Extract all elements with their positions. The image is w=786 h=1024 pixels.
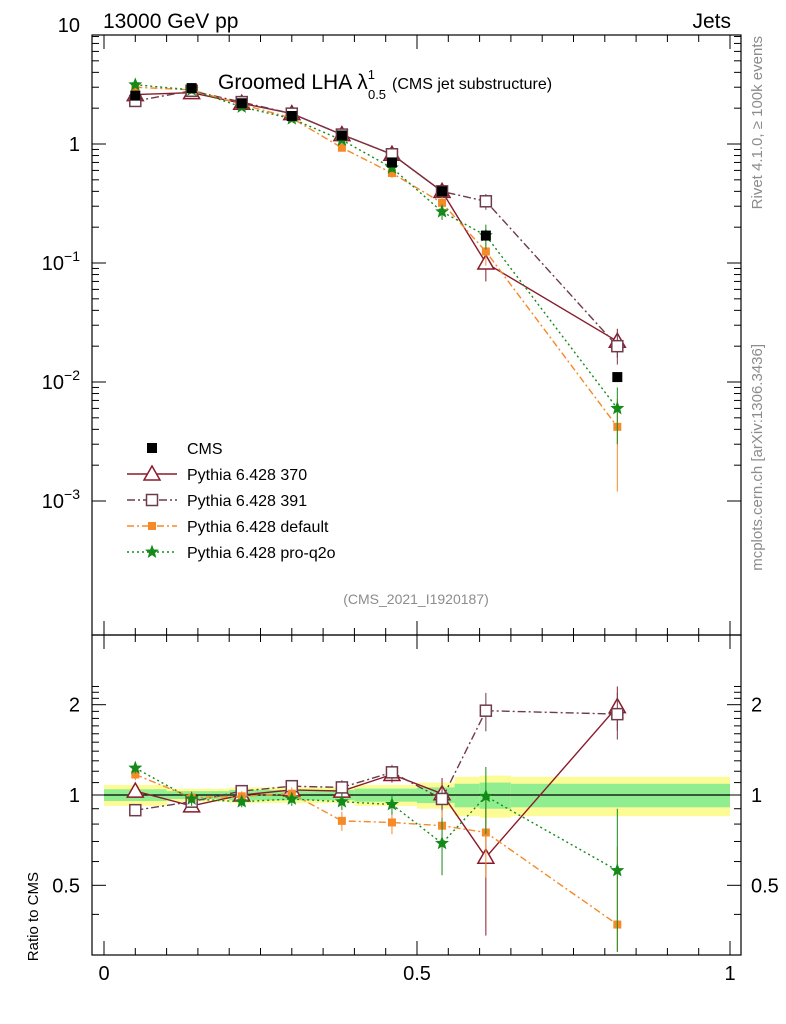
series-point — [610, 401, 625, 415]
cms-data-point — [437, 186, 448, 197]
series-3-main — [128, 77, 625, 445]
ratio-point — [334, 794, 349, 808]
main-y-tick-label: 10−1 — [42, 248, 80, 275]
ratio-point — [478, 788, 493, 803]
ratio-point — [126, 781, 145, 798]
series-point — [611, 339, 624, 353]
ratio-point — [337, 816, 346, 825]
chart-title-sub: 0.5 — [368, 87, 386, 102]
ratio-point — [184, 791, 199, 805]
ratio-y-tick-label-left: 1 — [69, 785, 80, 807]
cms-data-point — [286, 110, 297, 121]
legend-label-2: Pythia 6.428 default — [187, 519, 329, 536]
ratio-point — [128, 760, 143, 774]
cms-data-point — [336, 130, 347, 141]
mcplots-label: mcplots.cern.ch [arXiv:1306.3436] — [749, 344, 766, 571]
series-line — [135, 84, 618, 409]
legend: CMS Pythia 6.428 370 Pythia 6.428 391 Pythi… — [127, 441, 336, 562]
ratio-point — [610, 863, 625, 877]
x-tick-label: 0 — [98, 963, 109, 985]
series-point — [435, 204, 449, 218]
series-point — [387, 169, 396, 178]
legend-label-0: Pythia 6.428 370 — [187, 467, 307, 484]
ratio-point — [129, 803, 142, 817]
series-line — [135, 90, 618, 347]
ratio-point — [611, 707, 624, 721]
main-y-tick-label: 10−2 — [42, 367, 80, 394]
chart-title-suffix: (CMS jet substructure) — [392, 76, 552, 93]
analysis-id-label: (CMS_2021_I1920187) — [343, 591, 489, 607]
ratio-y-tick-label-right: 2 — [751, 695, 762, 717]
series-point — [481, 247, 490, 256]
ratio-line — [134, 767, 618, 872]
ratio-y-tick-label-right: 0.5 — [751, 875, 779, 897]
x-tick-label: 0.5 — [403, 963, 431, 985]
cms-data-point — [130, 90, 141, 101]
series-point — [128, 77, 143, 91]
legend-marker-cms — [147, 443, 157, 453]
ratio-ylabel: Ratio to CMS — [25, 872, 42, 961]
process-label: Jets — [692, 10, 731, 33]
main-y-tick-label: 1 — [69, 134, 80, 156]
cms-data-point — [186, 83, 197, 94]
series-2-main — [131, 83, 622, 492]
ratio-y-tick-label-left: 2 — [69, 695, 80, 717]
main-panel: 10 1 10−1 10−2 10−3 — [42, 15, 742, 636]
cms-data-point — [236, 98, 247, 109]
x-tick-label: 1 — [724, 963, 735, 985]
series-0-main — [126, 83, 627, 358]
energy-label: 13000 GeV pp — [103, 10, 238, 33]
cms-data-point — [612, 372, 623, 383]
chart-title: Groomed LHA λ1 0.5 (CMS jet substructure) — [218, 67, 552, 102]
series-point — [438, 198, 447, 207]
series-line — [135, 86, 618, 428]
ratio-point — [385, 797, 399, 811]
series-3-ratio — [128, 760, 625, 952]
ratio-point — [479, 704, 493, 717]
ratio-point — [435, 835, 449, 850]
cms-data-point — [386, 157, 397, 168]
ratio-point — [385, 766, 399, 779]
legend-label-1: Pythia 6.428 391 — [187, 493, 307, 510]
legend-marker-0 — [142, 464, 162, 481]
cms-data-point — [480, 230, 491, 241]
ratio-panel: 2 2 1 1 0.5 0.5 0 0.5 1 — [52, 634, 779, 985]
ratio-point — [234, 794, 249, 808]
ratio-point — [131, 770, 140, 779]
ratio-line — [135, 773, 618, 926]
chart-title-main: Groomed LHA — [218, 71, 352, 94]
main-y-tick-label: 10 — [58, 15, 80, 37]
legend-label-cms: CMS — [187, 441, 223, 458]
ratio-y-tick-label-right: 1 — [751, 785, 762, 807]
rivet-version-label: Rivet 4.1.0, ≥ 100k events — [749, 36, 766, 209]
chart-title-lambda: λ — [357, 71, 368, 94]
cms-data-points — [130, 83, 623, 383]
ratio-point — [435, 792, 449, 806]
legend-marker-1 — [145, 493, 159, 507]
ratio-point — [284, 791, 299, 805]
ratio-point — [387, 818, 396, 827]
series-1-main — [129, 84, 624, 365]
legend-label-3: Pythia 6.428 pro-q2o — [187, 545, 336, 562]
ratio-y-tick-label-left: 0.5 — [52, 875, 80, 897]
series-line — [135, 91, 618, 342]
main-y-tick-label: 10−3 — [42, 486, 80, 513]
series-point — [479, 195, 493, 208]
series-point — [337, 143, 346, 152]
chart-title-sup: 1 — [368, 67, 375, 82]
legend-marker-3 — [145, 544, 159, 558]
ratio-point — [335, 781, 349, 794]
legend-marker-2 — [148, 522, 156, 530]
